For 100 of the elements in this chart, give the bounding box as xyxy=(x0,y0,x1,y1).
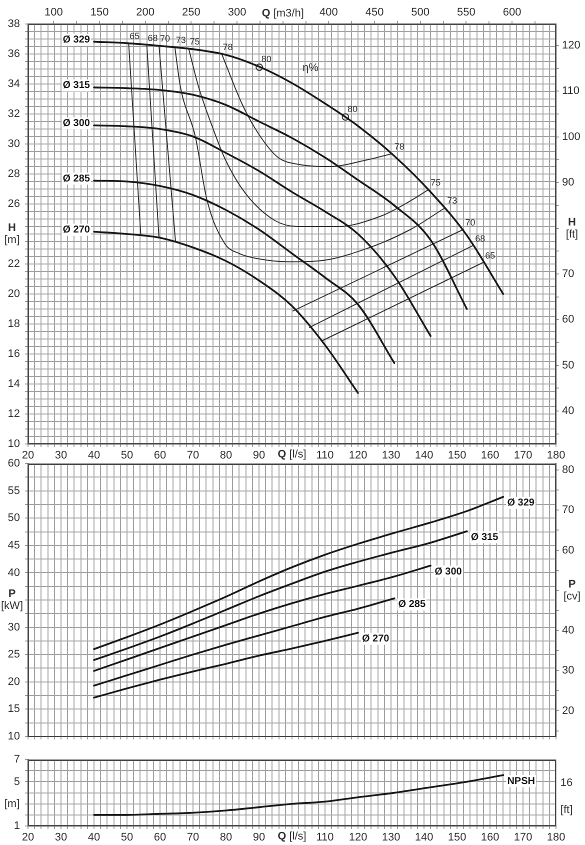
x-tick-label: 140 xyxy=(414,450,434,462)
x-tick-label: 150 xyxy=(448,450,466,462)
series-label: Ø 329 xyxy=(62,34,90,46)
y-tick-label: 26 xyxy=(8,198,20,210)
x-tick-label: 140 xyxy=(414,832,434,844)
series-label: 80 xyxy=(261,54,272,64)
y-tick-label: 14 xyxy=(8,378,20,390)
y-tick-label: 12 xyxy=(8,408,20,420)
series-label: Ø 300 xyxy=(62,118,90,130)
y-tick-label: 25 xyxy=(8,648,20,661)
x2-tick-label: 550 xyxy=(456,6,476,18)
y-axis-title: [m] xyxy=(4,798,20,810)
x-tick-label: 50 xyxy=(120,832,134,844)
series-label: Ø 329 xyxy=(507,498,535,509)
y-tick-label: 45 xyxy=(8,539,20,552)
y-tick-label: 18 xyxy=(8,318,20,330)
y-tick-label: 10 xyxy=(8,438,20,450)
x-tick-label: 30 xyxy=(54,450,68,462)
y2-tick-label: 80 xyxy=(562,464,574,476)
y-tick-label: 55 xyxy=(8,484,20,497)
y-axis-title: H [m] xyxy=(4,222,20,246)
x-tick-label: 120 xyxy=(348,832,368,844)
x2-tick-label: 100 xyxy=(44,6,63,18)
x-tick-label: 110 xyxy=(316,832,334,844)
y-tick-label: 38 xyxy=(8,18,20,30)
y-tick-label: 40 xyxy=(8,566,20,579)
series-label: 70 xyxy=(160,34,170,44)
y2-tick-label: 60 xyxy=(562,544,574,556)
x2-tick-label: 200 xyxy=(136,6,155,18)
x-tick-label: 70 xyxy=(186,832,200,844)
y2-tick-label: 100 xyxy=(562,130,580,143)
text: 78 xyxy=(394,142,404,152)
text: 68 xyxy=(475,233,486,244)
text: [ft] xyxy=(560,804,573,816)
y-tick-label: 28 xyxy=(8,168,20,180)
y2-tick-label: 120 xyxy=(562,40,580,52)
text: 80 xyxy=(347,104,358,114)
y-tick-label: 32 xyxy=(8,108,20,120)
x-tick-label: 120 xyxy=(348,450,368,462)
y-tick-label: 30 xyxy=(8,138,20,150)
y-tick-label: 7 xyxy=(14,754,20,766)
x2-tick-label: 500 xyxy=(411,6,430,18)
x2-tick-label: 450 xyxy=(365,6,384,18)
x-tick-label: 20 xyxy=(22,832,34,844)
x-tick-label: 150 xyxy=(448,832,466,844)
y2-tick-label: 90 xyxy=(562,176,574,189)
x-tick-label: 30 xyxy=(54,832,68,844)
x-tick-label: 40 xyxy=(88,832,100,844)
y2-tick-label: 40 xyxy=(562,624,574,637)
x-tick-label: 90 xyxy=(252,832,266,844)
x-tick-label: 110 xyxy=(316,450,334,462)
x-tick-label: 60 xyxy=(154,832,166,844)
x2-axis-title: Q [m3/h] xyxy=(262,8,304,20)
text: 75 xyxy=(430,178,441,188)
series-label: 75 xyxy=(190,36,200,47)
series-label: Ø 315 xyxy=(62,80,90,92)
x2-tick-label: 150 xyxy=(90,6,109,18)
series-label: 78 xyxy=(222,42,233,52)
y2-tick-label: 30 xyxy=(562,664,574,677)
x2-tick-label: 300 xyxy=(228,6,246,18)
x-tick-label: 50 xyxy=(120,450,134,462)
text: 16 xyxy=(560,777,573,790)
x-tick-label: 180 xyxy=(546,450,566,462)
y-tick-label: 36 xyxy=(8,48,20,60)
text: 65 xyxy=(485,250,496,260)
annotation: η% xyxy=(302,62,319,74)
x2-tick-label: 400 xyxy=(319,6,338,18)
y-tick-label: 10 xyxy=(8,730,20,742)
y2-tick-label: 40 xyxy=(562,405,574,418)
x-tick-label: 160 xyxy=(480,832,500,844)
y-tick-label: 30 xyxy=(8,621,20,634)
y2-tick-label: 70 xyxy=(562,268,574,280)
series-label: 73 xyxy=(176,35,186,46)
x-tick-label: 170 xyxy=(514,450,532,462)
y2-tick-label: 70 xyxy=(562,504,574,516)
x2-tick-label: 600 xyxy=(502,6,522,18)
y-tick-label: 20 xyxy=(8,676,20,688)
series-label: Ø 270 xyxy=(362,633,390,644)
series-label: 68 xyxy=(148,32,158,43)
x-tick-label: 80 xyxy=(220,832,232,844)
text: 70 xyxy=(465,217,476,228)
x-axis-title: Q [l/s] xyxy=(278,448,306,461)
series-label: Ø 285 xyxy=(398,599,426,610)
x-tick-label: 160 xyxy=(480,450,500,462)
y-tick-label: 16 xyxy=(8,348,20,360)
y-tick-label: 60 xyxy=(8,458,20,470)
series-label: Ø 300 xyxy=(434,566,462,578)
x-tick-label: 40 xyxy=(88,450,100,462)
y2-tick-label: 60 xyxy=(562,314,574,326)
x2-tick-label: 250 xyxy=(182,6,200,18)
y-tick-label: 5 xyxy=(14,776,20,788)
y2-axis-title: P [cv] xyxy=(563,578,581,602)
x-tick-label: 130 xyxy=(382,450,400,462)
y-tick-label: 20 xyxy=(8,288,20,300)
x-tick-label: 80 xyxy=(220,450,232,462)
y2-tick-label: 50 xyxy=(562,359,574,372)
x-tick-label: 60 xyxy=(154,450,166,462)
y-tick-label: 15 xyxy=(8,703,20,716)
y-tick-label: 22 xyxy=(8,258,20,270)
series-label: Ø 315 xyxy=(470,532,499,544)
